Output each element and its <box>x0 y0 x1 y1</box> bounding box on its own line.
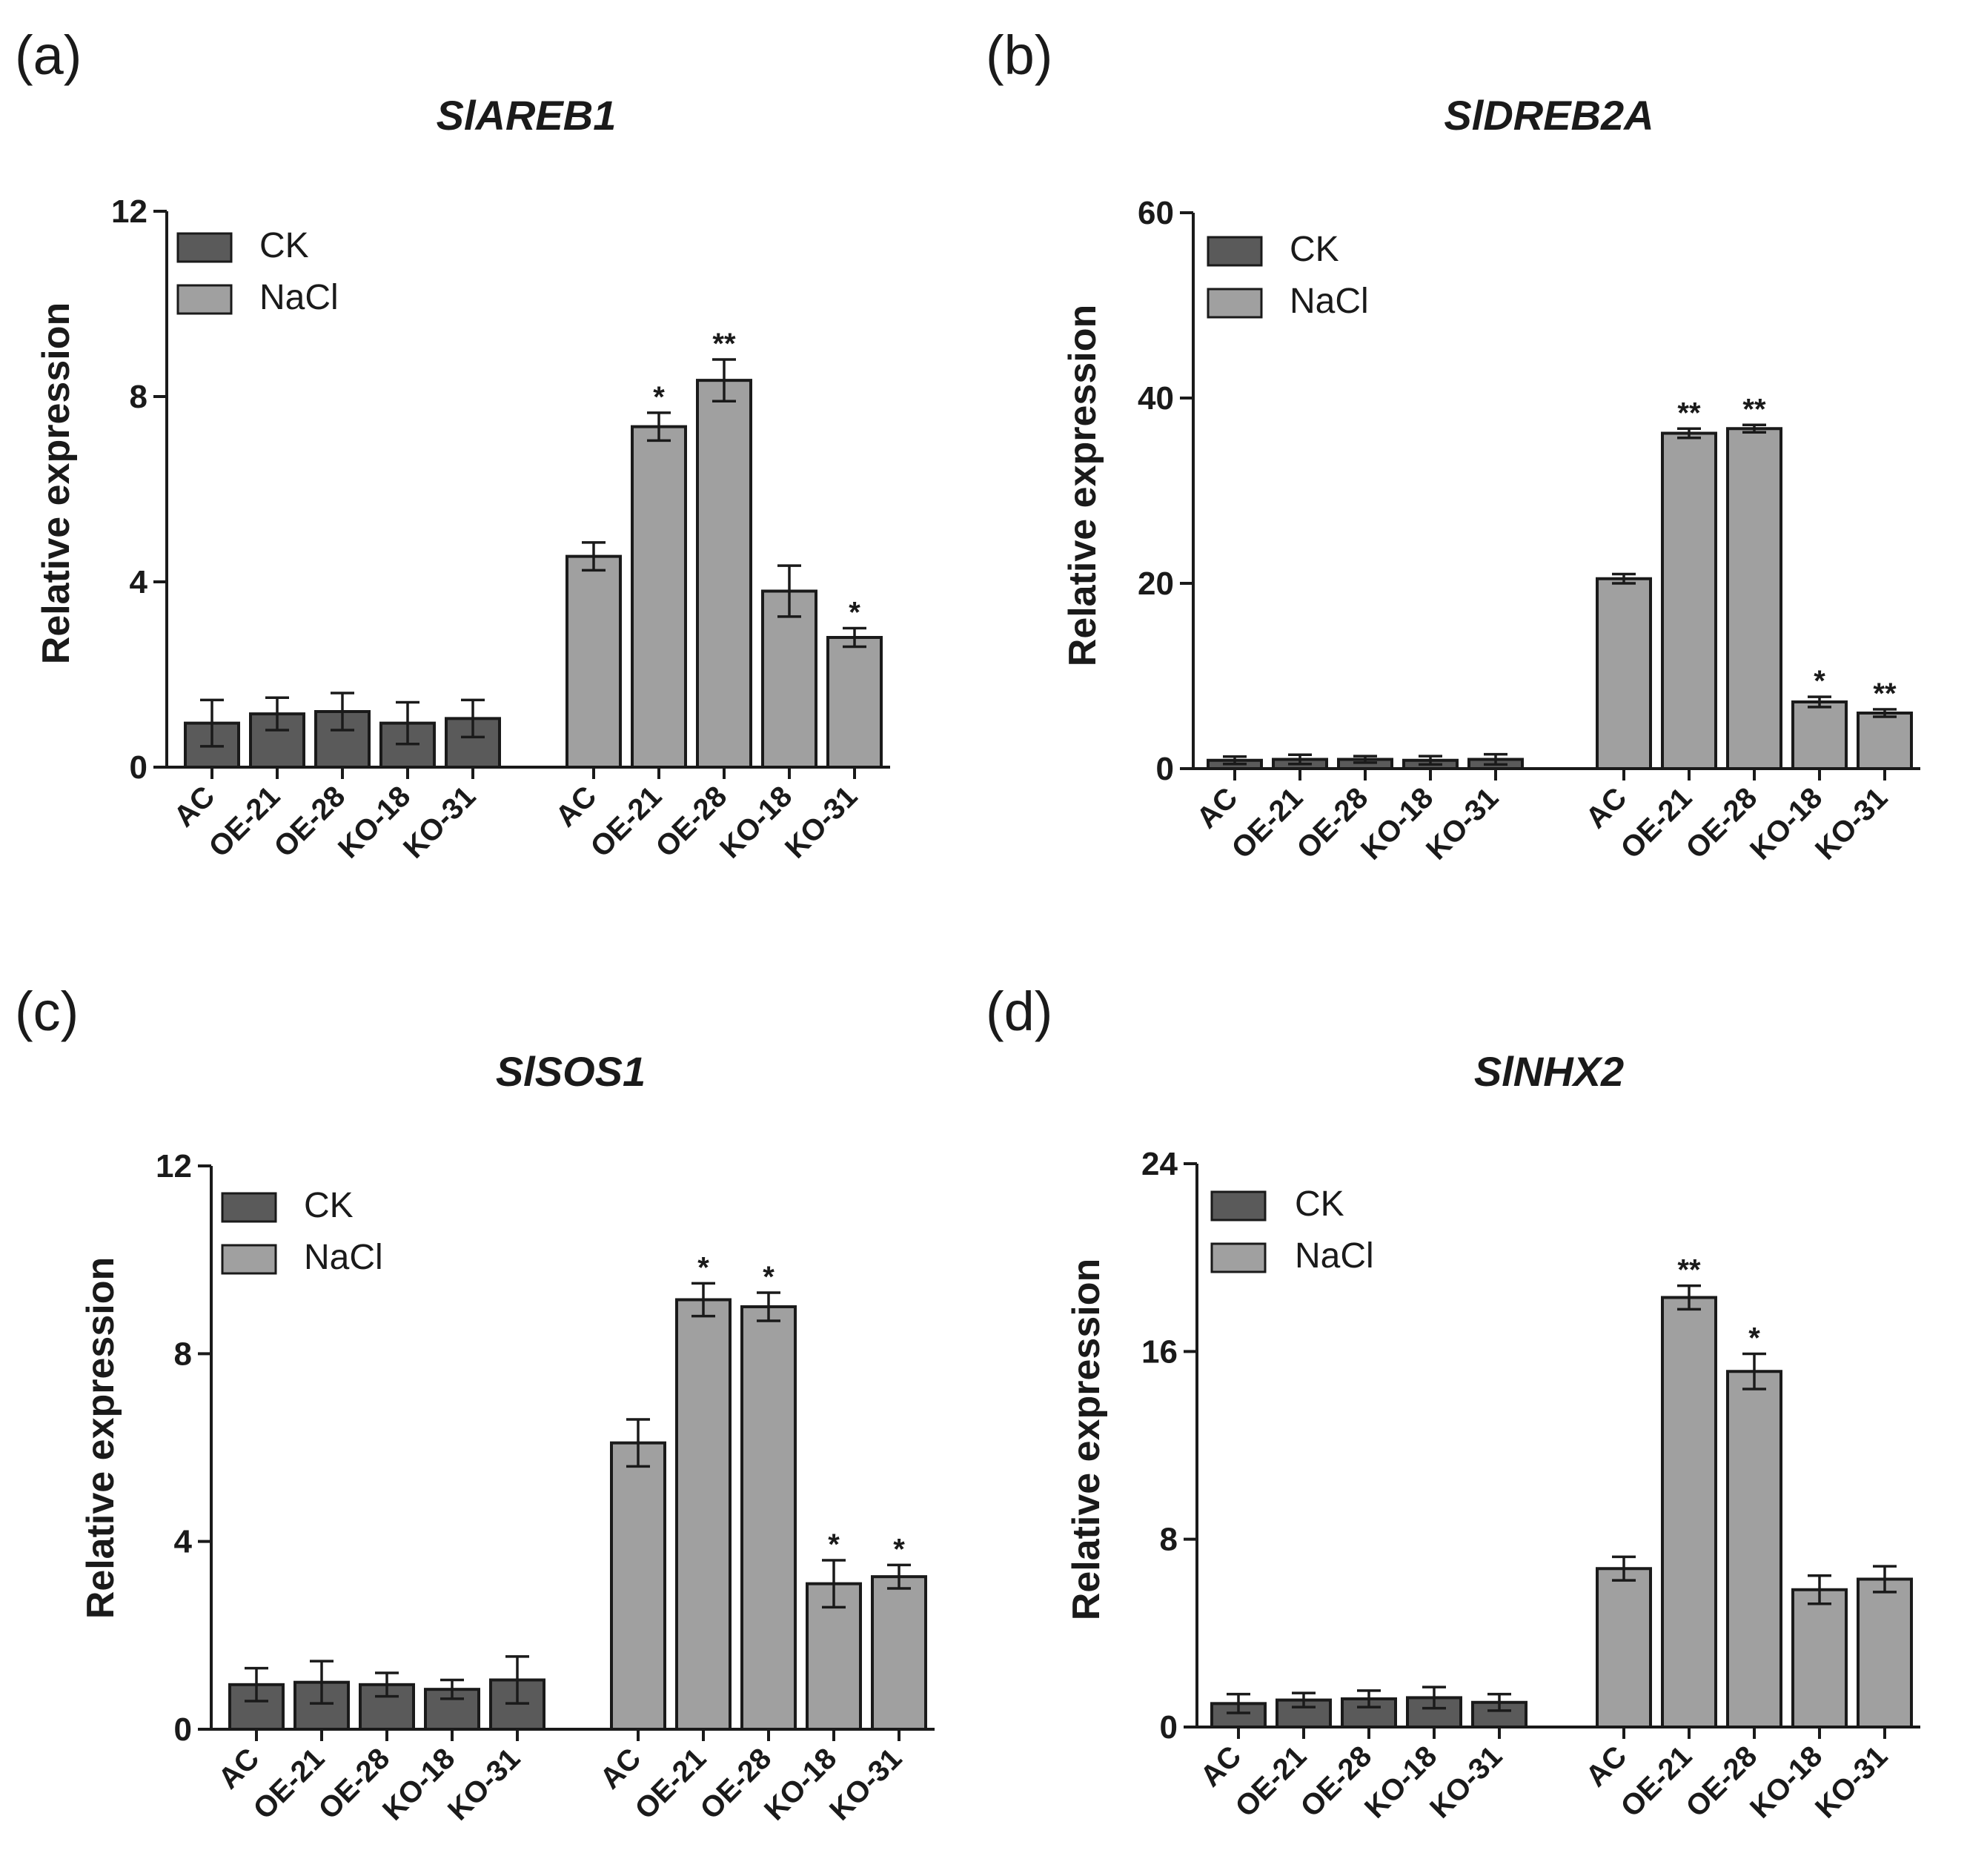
panel-b-legend-swatch-ck <box>1207 236 1263 267</box>
panel-c-bar <box>871 1575 927 1731</box>
panel-b-significance: ** <box>1677 397 1701 429</box>
panel-d-bar <box>1726 1370 1782 1728</box>
panel-b-significance: ** <box>1742 393 1766 425</box>
panel-c-bar <box>740 1305 797 1731</box>
panel-d-ytick-label: 0 <box>1160 1709 1178 1746</box>
panel-b-letter: (b) <box>986 24 1052 86</box>
panel-d-ylabel: Relative expression <box>1065 1259 1108 1620</box>
panel-b-bar <box>1726 427 1782 770</box>
panel-b-bar <box>1857 712 1913 770</box>
panel-c-significance: * <box>828 1528 840 1561</box>
panel-d-legend-ck: CK <box>1295 1184 1344 1224</box>
panel-a-ytick-label: 0 <box>130 749 147 786</box>
panel-c-significance: * <box>893 1533 905 1565</box>
panel-a-letter: (a) <box>15 24 82 86</box>
panel-a-legend-swatch-nacl <box>176 284 233 315</box>
panel-a-bar <box>631 425 687 769</box>
panel-b-ytick-label: 20 <box>1138 566 1174 602</box>
panel-c-legend-swatch-ck <box>221 1192 277 1223</box>
panel-c-bar <box>675 1298 732 1731</box>
panel-b-bar <box>1791 700 1848 770</box>
panel-a-significance: ** <box>712 328 736 360</box>
panel-b-legend-swatch-nacl <box>1207 288 1263 319</box>
panel-a-bar <box>696 379 752 769</box>
panel-a-bar <box>565 554 622 769</box>
panel-b-bar <box>1661 431 1717 770</box>
panel-b-ytick-label: 40 <box>1138 380 1174 417</box>
panel-c-significance: * <box>763 1261 774 1293</box>
panel-d-bar <box>1661 1296 1717 1728</box>
panel-a-ytick-label: 8 <box>130 379 147 415</box>
panel-c-ytick-label: 0 <box>174 1711 192 1748</box>
panel-a-legend-ck: CK <box>259 226 309 265</box>
panel-c-legend-swatch-nacl <box>221 1244 277 1275</box>
panel-a-significance: * <box>849 597 860 629</box>
panel-d-title: SlNHX2 <box>1474 1048 1624 1095</box>
panel-d-significance: * <box>1748 1322 1760 1355</box>
panel-a-bar <box>761 589 817 769</box>
panel-b-significance: ** <box>1873 677 1897 710</box>
panel-d-letter: (d) <box>986 981 1052 1042</box>
panel-d-significance: ** <box>1677 1254 1701 1287</box>
panel-c-ytick-label: 4 <box>174 1524 193 1560</box>
panel-d-bar <box>1857 1577 1913 1728</box>
panel-d-bar <box>1596 1567 1652 1728</box>
panel-c-ylabel: Relative expression <box>79 1257 122 1619</box>
panel-c-ytick-label: 12 <box>156 1148 192 1184</box>
panel-a-title: SlAREB1 <box>437 92 617 139</box>
panel-b-ytick-label: 60 <box>1138 195 1174 231</box>
panel-a-bar <box>826 636 883 769</box>
panel-c-title: SlSOS1 <box>496 1048 646 1095</box>
panel-a-legend-nacl: NaCl <box>259 278 339 317</box>
panel-c-bar <box>610 1441 666 1731</box>
panel-c-significance: * <box>697 1251 709 1284</box>
panel-b-significance: * <box>1814 665 1825 697</box>
panel-c-legend-nacl: NaCl <box>304 1238 383 1277</box>
panel-c-ytick-label: 8 <box>174 1336 192 1372</box>
panel-c-letter: (c) <box>15 981 79 1042</box>
panel-d-legend-swatch-ck <box>1210 1190 1267 1222</box>
panel-b-title: SlDREB2A <box>1444 92 1653 139</box>
panel-a-ylabel: Relative expression <box>35 302 78 664</box>
panel-d-legend-swatch-nacl <box>1210 1242 1267 1273</box>
panel-d-ytick-label: 16 <box>1141 1333 1178 1370</box>
panel-a-ytick-label: 12 <box>111 193 147 230</box>
panel-c-legend-ck: CK <box>304 1186 354 1225</box>
panel-b-ylabel: Relative expression <box>1061 305 1104 666</box>
panel-a-legend-swatch-ck <box>176 232 233 263</box>
panel-a-significance: * <box>653 381 665 414</box>
panel-d-bar <box>1791 1588 1848 1728</box>
panel-b-bar <box>1596 577 1652 770</box>
panel-d-legend-nacl: NaCl <box>1295 1236 1374 1276</box>
panel-b-legend-nacl: NaCl <box>1290 282 1369 321</box>
panel-d-ytick-label: 24 <box>1141 1146 1178 1182</box>
panel-a-ytick-label: 4 <box>130 564 148 600</box>
panel-b-legend-ck: CK <box>1290 230 1339 269</box>
panel-d-ytick-label: 8 <box>1160 1522 1178 1558</box>
panel-b-ytick-label: 0 <box>1156 751 1174 787</box>
